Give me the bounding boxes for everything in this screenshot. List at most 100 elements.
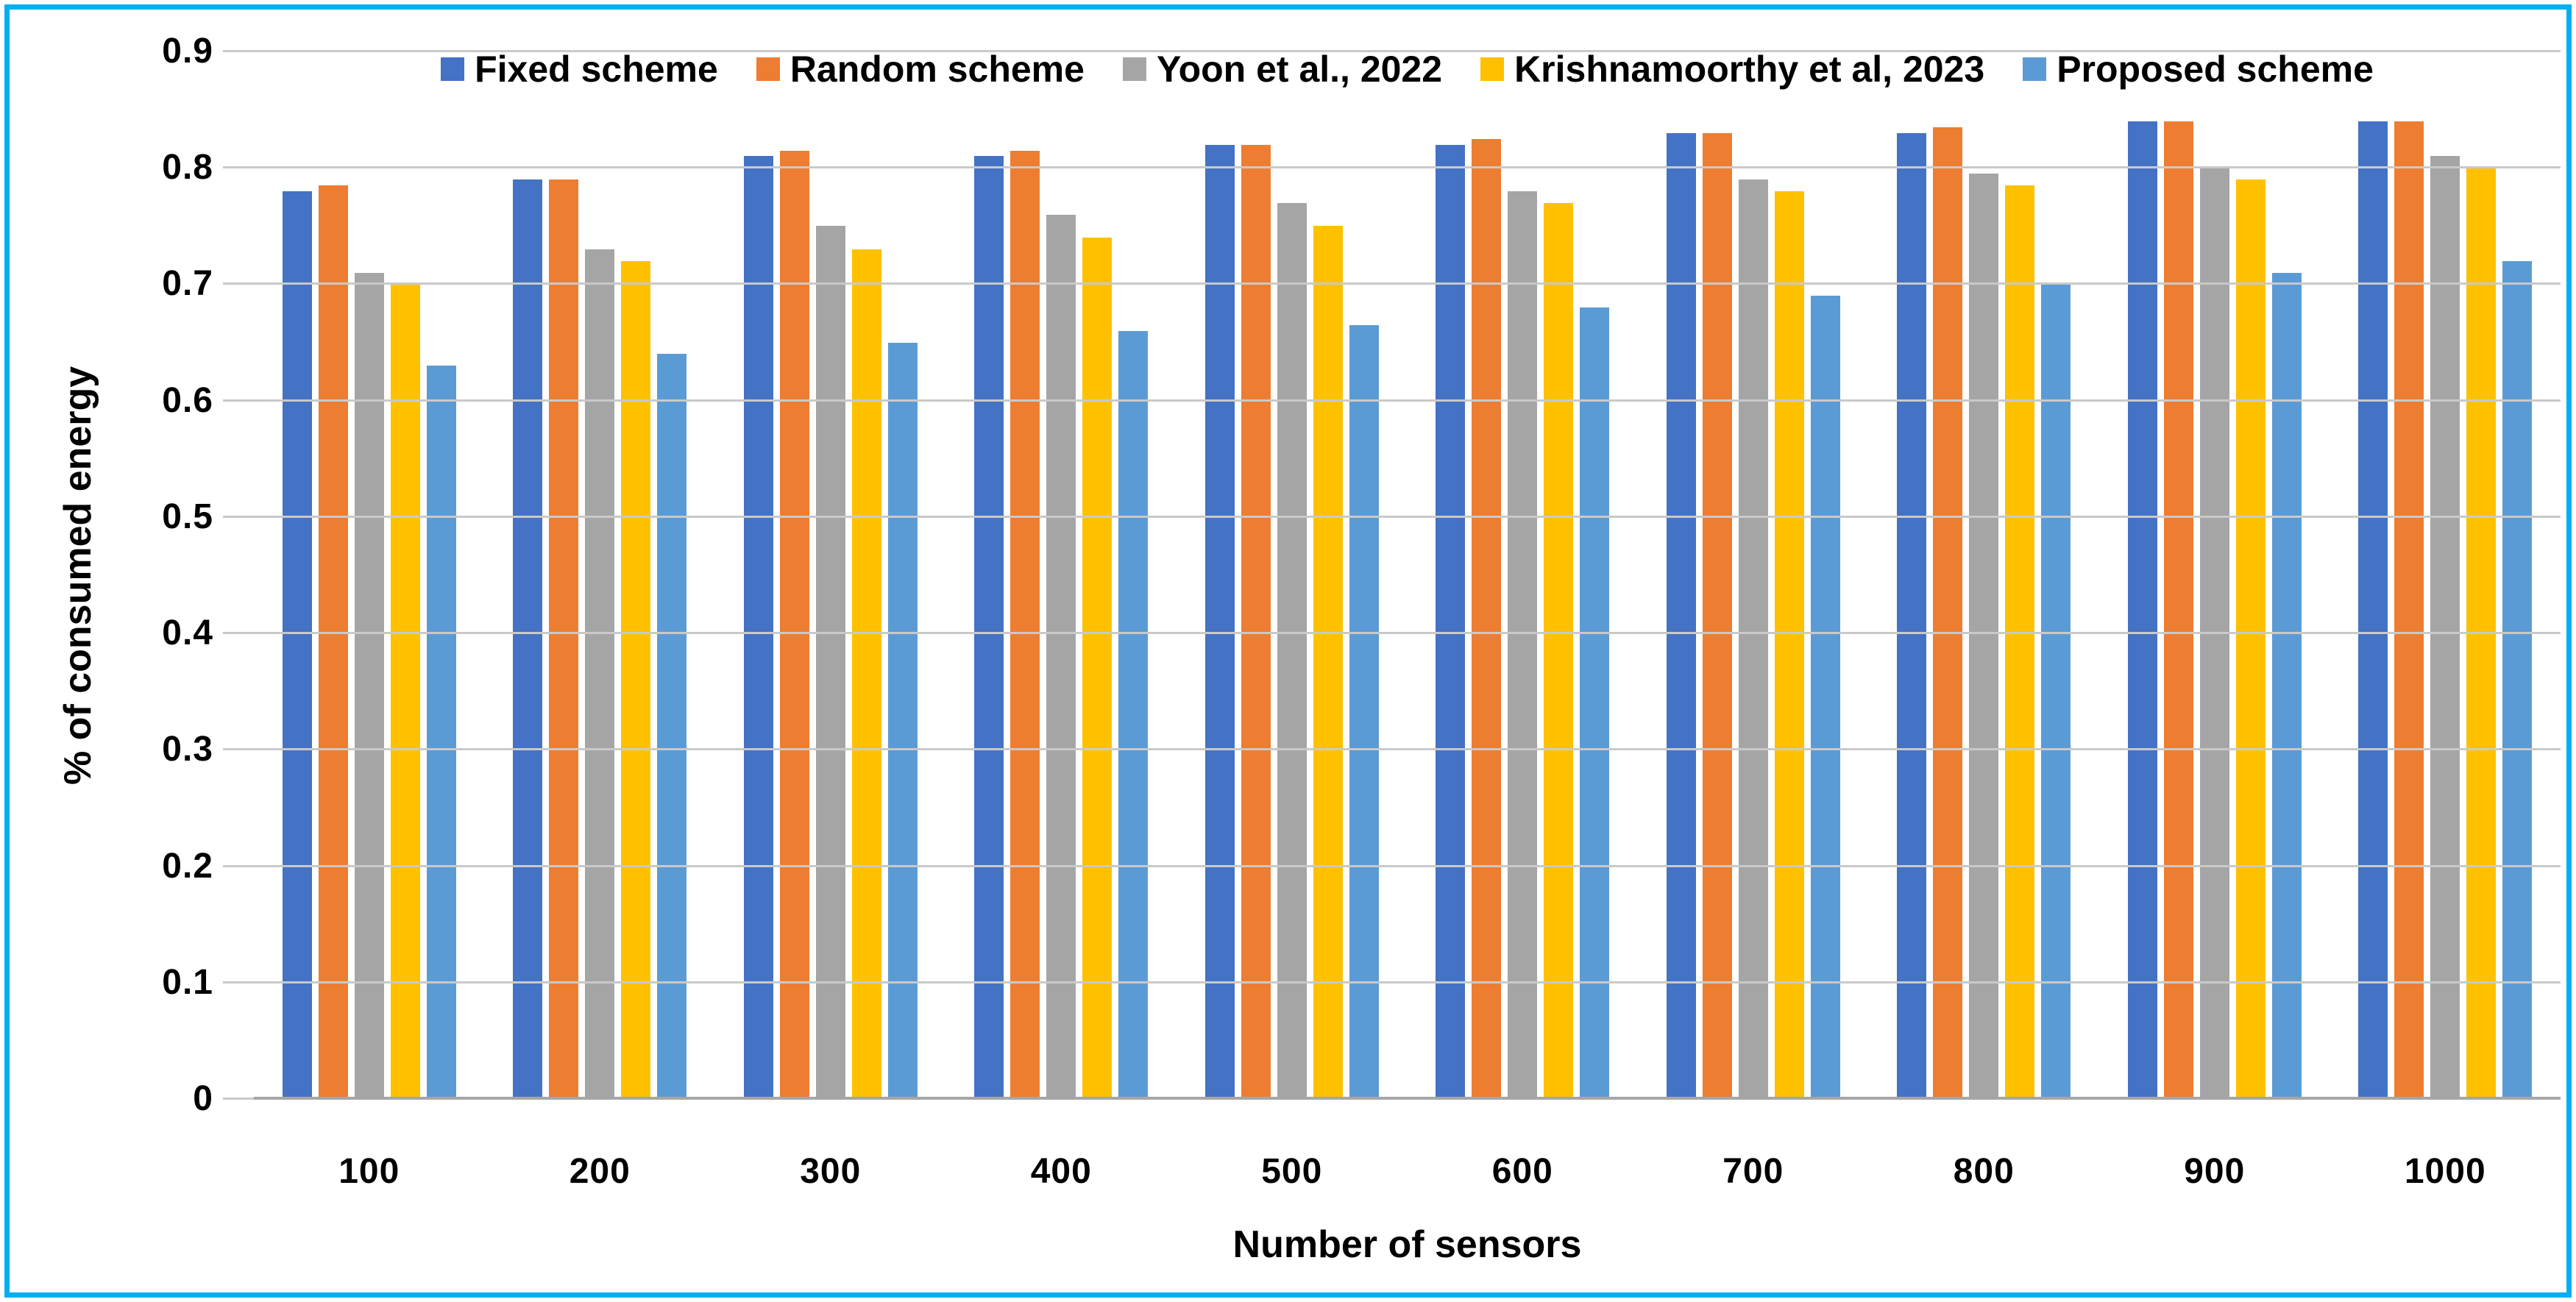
bar-200-random-scheme	[549, 179, 579, 1099]
bar-100-krishnamoorthy-et-al-2023	[390, 284, 420, 1099]
bar-100-random-scheme	[318, 185, 348, 1099]
y-tick-label-0.6: 0.6	[162, 380, 213, 420]
y-tick-0.6	[223, 399, 254, 402]
bar-group-400	[946, 51, 1177, 1099]
bar-600-fixed-scheme	[1436, 144, 1466, 1099]
y-tick-0.3	[223, 748, 254, 751]
y-tick-0.1	[223, 981, 254, 983]
bar-400-proposed-scheme	[1118, 330, 1149, 1099]
bar-300-krishnamoorthy-et-al-2023	[851, 249, 881, 1099]
x-tick-label-600: 600	[1491, 1152, 1553, 1191]
legend-label-fixed-scheme: Fixed scheme	[475, 49, 718, 90]
legend-swatch-yoon-et-al-2022-icon	[1122, 57, 1146, 81]
x-axis-tick-labels: 100 200 300 400 500 600 700 800 900 1000	[254, 1145, 2561, 1199]
bar-200-proposed-scheme	[657, 354, 687, 1099]
y-tick-0.8	[223, 166, 254, 169]
x-tick-label-900: 900	[2184, 1152, 2246, 1191]
y-tick-label-0.1: 0.1	[162, 962, 213, 1002]
gridline-0.9	[254, 50, 2561, 52]
legend-item-krishnamoorthy-et-al-2023: Krishnamoorthy et al, 2023	[1480, 48, 1984, 90]
bar-group-200	[485, 51, 716, 1099]
bar-300-proposed-scheme	[887, 342, 918, 1099]
bar-200-fixed-scheme	[513, 179, 543, 1099]
gridline-0.4	[254, 632, 2561, 635]
bar-group-100	[254, 51, 485, 1099]
bar-group-600	[1408, 51, 1639, 1099]
legend-item-proposed-scheme: Proposed scheme	[2023, 48, 2374, 90]
bar-200-yoon-et-al-2022	[585, 249, 615, 1099]
bar-800-proposed-scheme	[2041, 284, 2071, 1099]
x-tick-label-500: 500	[1261, 1152, 1323, 1191]
legend-swatch-random-scheme-icon	[756, 57, 780, 81]
legend-label-krishnamoorthy-et-al-2023: Krishnamoorthy et al, 2023	[1514, 49, 1985, 90]
x-axis-title: Number of sensors	[1232, 1223, 1582, 1266]
bar-900-krishnamoorthy-et-al-2023	[2235, 179, 2265, 1099]
bar-100-fixed-scheme	[282, 191, 312, 1099]
bar-400-random-scheme	[1010, 150, 1040, 1099]
bar-100-proposed-scheme	[426, 366, 456, 1099]
bar-300-fixed-scheme	[743, 156, 773, 1099]
y-tick-label-0.8: 0.8	[162, 148, 213, 188]
x-tick-label-100: 100	[338, 1152, 400, 1191]
x-axis-line	[254, 1097, 2561, 1100]
bar-800-random-scheme	[1933, 127, 1963, 1099]
x-tick-label-800: 800	[1953, 1152, 2015, 1191]
plot-area	[254, 50, 2561, 1100]
bar-300-yoon-et-al-2022	[815, 226, 845, 1099]
bar-500-random-scheme	[1241, 144, 1271, 1099]
y-tick-label-0.3: 0.3	[162, 730, 213, 769]
y-tick-label-0.5: 0.5	[162, 497, 213, 536]
y-tick-0.2	[223, 864, 254, 867]
bar-900-fixed-scheme	[2127, 121, 2157, 1099]
gridline-0.2	[254, 864, 2561, 867]
bar-500-fixed-scheme	[1204, 144, 1235, 1099]
bar-600-krishnamoorthy-et-al-2023	[1544, 202, 1574, 1099]
y-axis-tick-labels: 0.9 0.8 0.7 0.6 0.5 0.4 0.3 0.2 0.1 0	[0, 32, 213, 1118]
y-tick-label-0.4: 0.4	[162, 613, 213, 653]
bar-1000-yoon-et-al-2022	[2430, 156, 2460, 1099]
y-tick-0.7	[223, 282, 254, 285]
gridline-0.7	[254, 282, 2561, 285]
legend-item-fixed-scheme: Fixed scheme	[441, 48, 718, 90]
y-tick-label-0: 0	[193, 1079, 213, 1118]
bar-400-yoon-et-al-2022	[1046, 214, 1076, 1099]
bar-900-proposed-scheme	[2271, 272, 2302, 1099]
legend-swatch-fixed-scheme-icon	[441, 57, 465, 81]
y-tick-0.9	[223, 50, 254, 52]
x-tick-label-700: 700	[1722, 1152, 1784, 1191]
y-tick-0	[223, 1098, 254, 1100]
bar-1000-proposed-scheme	[2502, 260, 2533, 1099]
x-tick-label-1000: 1000	[2404, 1152, 2486, 1191]
bar-700-yoon-et-al-2022	[1738, 179, 1768, 1099]
bar-group-800	[1869, 51, 2100, 1099]
bar-900-random-scheme	[2163, 121, 2193, 1099]
bar-300-random-scheme	[779, 150, 809, 1099]
bar-800-krishnamoorthy-et-al-2023	[2005, 185, 2035, 1099]
bar-700-proposed-scheme	[1810, 296, 1840, 1099]
y-tick-0.5	[223, 515, 254, 518]
gridline-0.1	[254, 981, 2561, 983]
bar-500-krishnamoorthy-et-al-2023	[1313, 226, 1343, 1099]
legend-label-random-scheme: Random scheme	[790, 49, 1085, 90]
legend-swatch-proposed-scheme-icon	[2023, 57, 2047, 81]
bar-600-yoon-et-al-2022	[1508, 191, 1538, 1099]
legend-label-yoon-et-al-2022: Yoon et al., 2022	[1156, 49, 1443, 90]
bar-600-proposed-scheme	[1580, 307, 1610, 1099]
gridline-0.8	[254, 166, 2561, 169]
bar-1000-random-scheme	[2394, 121, 2424, 1099]
bar-group-900	[2099, 51, 2330, 1099]
bar-600-random-scheme	[1472, 138, 1502, 1099]
bar-200-krishnamoorthy-et-al-2023	[621, 260, 651, 1099]
bar-700-random-scheme	[1702, 132, 1732, 1099]
bar-800-yoon-et-al-2022	[1969, 174, 1999, 1099]
bar-500-proposed-scheme	[1349, 324, 1379, 1099]
x-tick-label-300: 300	[800, 1152, 862, 1191]
y-tick-0.4	[223, 632, 254, 635]
bar-groups	[254, 51, 2561, 1099]
bar-800-fixed-scheme	[1897, 132, 1927, 1099]
bar-400-fixed-scheme	[974, 156, 1004, 1099]
x-tick-label-200: 200	[569, 1152, 631, 1191]
y-tick-label-0.9: 0.9	[162, 32, 213, 71]
y-axis-tick-marks	[223, 50, 254, 1100]
